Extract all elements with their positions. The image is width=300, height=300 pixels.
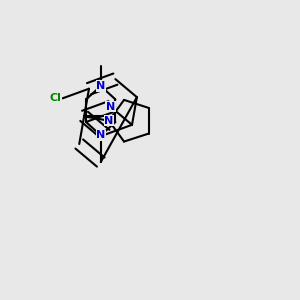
Text: N: N xyxy=(104,116,113,126)
Text: N: N xyxy=(106,102,115,112)
Text: N: N xyxy=(96,130,105,140)
Text: Cl: Cl xyxy=(49,93,61,103)
Text: N: N xyxy=(96,81,105,91)
